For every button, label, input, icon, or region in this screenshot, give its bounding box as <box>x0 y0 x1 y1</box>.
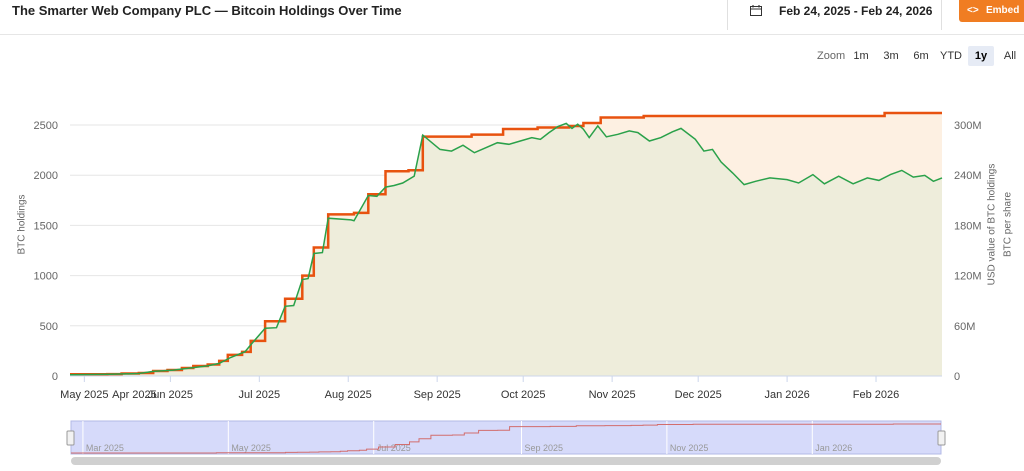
navigator-tick-label: May 2025 <box>231 443 271 453</box>
x-tick-label: Dec 2025 <box>675 389 722 401</box>
x-tick-label: Aug 2025 <box>325 389 372 401</box>
zoom-6m-button[interactable]: 6m <box>913 50 929 62</box>
zoom-ytd-button[interactable]: YTD <box>940 50 962 62</box>
calendar-icon <box>750 5 762 16</box>
x-tick-label: May 2025 <box>60 389 108 401</box>
y-right-tick-label: 60M <box>954 321 975 333</box>
y-left-tick-label: 2000 <box>34 170 58 182</box>
y-right-tick-label: 300M <box>954 120 982 132</box>
y-left-tick-label: 500 <box>40 321 58 333</box>
usd-value-line <box>69 122 943 376</box>
x-tick-label: Jul 2025 <box>239 389 281 401</box>
y-axis-ticks: 0 0 500 60M 1000 120M 1500 180M 2000 240M 2500 300M <box>34 120 982 383</box>
date-range-picker[interactable]: Feb 24, 2025 - Feb 24, 2026 <box>727 0 942 30</box>
y-left-tick-label: 2500 <box>34 120 58 132</box>
x-tick-label: Feb 2026 <box>853 389 899 401</box>
embed-button-label: Embed <box>986 5 1020 16</box>
y-right-tick-label: 180M <box>954 220 982 232</box>
x-axis-ticks: May 2025 Jun 2025 Jul 2025 Aug 2025 Sep 2025… <box>60 375 942 401</box>
navigator-handle-left[interactable] <box>66 430 75 446</box>
y-right-tick-label: 0 <box>954 371 960 383</box>
x-tick-label: Oct 2025 <box>501 389 546 401</box>
navigator-tick-label: Jan 2026 <box>815 443 852 453</box>
code-icon: <> <box>967 5 979 16</box>
x-tick-label: Jan 2026 <box>764 389 809 401</box>
embed-button[interactable]: <> Embed <box>959 0 1024 22</box>
navigator-holdings-line <box>71 423 941 454</box>
x-tick-label: Jun 2025 <box>148 389 193 401</box>
navigator-scrollbar[interactable] <box>71 457 941 465</box>
zoom-label: Zoom <box>817 50 846 62</box>
x-tick-label-overlap: Apr 2025 <box>112 389 157 401</box>
y-left-tick-label: 1500 <box>34 220 58 232</box>
x-tick-label: Sep 2025 <box>414 389 461 401</box>
page-title: The Smarter Web Company PLC — Bitcoin Ho… <box>12 3 402 18</box>
y-left-tick-label: 0 <box>52 371 58 383</box>
series-areas <box>70 113 942 377</box>
usd-value-area <box>70 123 942 377</box>
zoom-all-button[interactable]: All <box>1003 50 1017 62</box>
y-right-tick-label: 240M <box>954 170 982 182</box>
navigator-window <box>70 420 942 455</box>
zoom-3m-button[interactable]: 3m <box>883 50 899 62</box>
navigator-tick-label: Nov 2025 <box>670 443 709 453</box>
y-right-tick-label: 120M <box>954 271 982 283</box>
y-left-tick-label: 1000 <box>34 271 58 283</box>
navigator-tick-label: Jul 2025 <box>377 443 411 453</box>
header-bar: The Smarter Web Company PLC — Bitcoin Ho… <box>0 0 1024 35</box>
navigator-tick-label: Mar 2025 <box>86 443 124 453</box>
series-lines <box>69 111 943 376</box>
x-tick-label: Nov 2025 <box>589 389 636 401</box>
navigator-handle-right[interactable] <box>937 430 946 446</box>
navigator-tick-label: Sep 2025 <box>524 443 563 453</box>
navigator[interactable]: Mar 2025 May 2025 Jul 2025 Sep 2025 Nov 2025… <box>66 420 946 465</box>
zoom-1y-button[interactable]: 1y <box>968 46 994 66</box>
zoom-1m-button[interactable]: 1m <box>853 50 869 62</box>
date-range-text: Feb 24, 2025 - Feb 24, 2026 <box>779 4 933 18</box>
